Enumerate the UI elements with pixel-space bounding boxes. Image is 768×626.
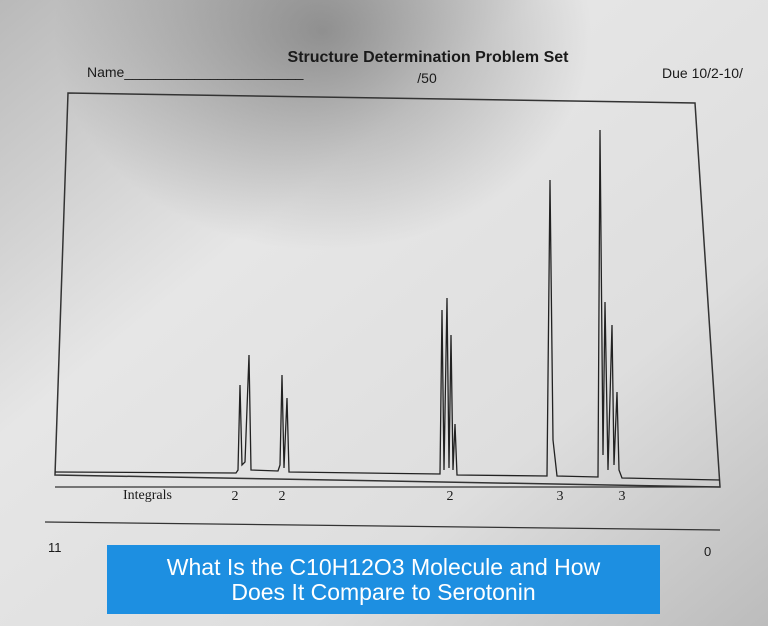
integral-value: 2 bbox=[232, 489, 239, 504]
ppm-label: 0 bbox=[704, 544, 711, 559]
integral-value: 3 bbox=[619, 489, 626, 504]
worksheet-title: Structure Determination Problem Set bbox=[288, 49, 570, 66]
integral-value: 2 bbox=[279, 489, 286, 504]
due-date: Due 10/2-10/ bbox=[662, 65, 743, 81]
integrals: 2 2 2 3 3 bbox=[232, 489, 626, 504]
integral-value: 3 bbox=[557, 489, 564, 504]
integrals-label: Integrals bbox=[123, 488, 172, 503]
spectrum-trace bbox=[54, 129, 721, 481]
ppm-label: 11 bbox=[48, 540, 62, 555]
name-field: Name_______________________ bbox=[87, 64, 304, 80]
integral-value: 2 bbox=[447, 489, 454, 504]
ppm-axis bbox=[44, 521, 721, 531]
score: /50 bbox=[417, 70, 437, 86]
caption-banner: What Is the C10H12O3 Molecule and How Do… bbox=[107, 545, 660, 614]
